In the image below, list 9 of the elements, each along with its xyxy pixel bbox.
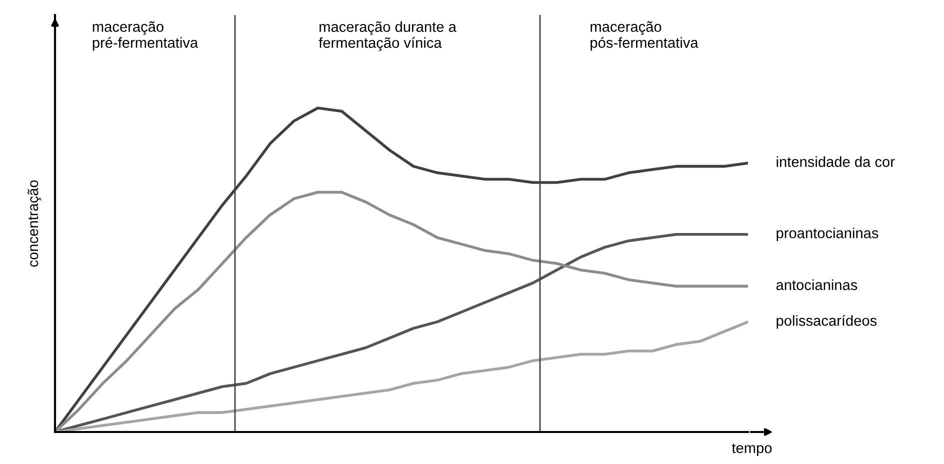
series-label: intensidade da cor [776, 156, 895, 167]
series-label: polissacarídeos [776, 314, 877, 329]
y-axis-title: concentração [28, 180, 42, 267]
text: maceração pré-fermentativa [92, 21, 198, 51]
text: maceração durante a fermentação vínica [318, 21, 456, 51]
series-label: antocianinas [776, 279, 858, 290]
text: maceração pós-fermentativa [590, 21, 698, 51]
x-axis-title: tempo [732, 444, 772, 456]
series-label: proantocianinas [776, 228, 878, 242]
